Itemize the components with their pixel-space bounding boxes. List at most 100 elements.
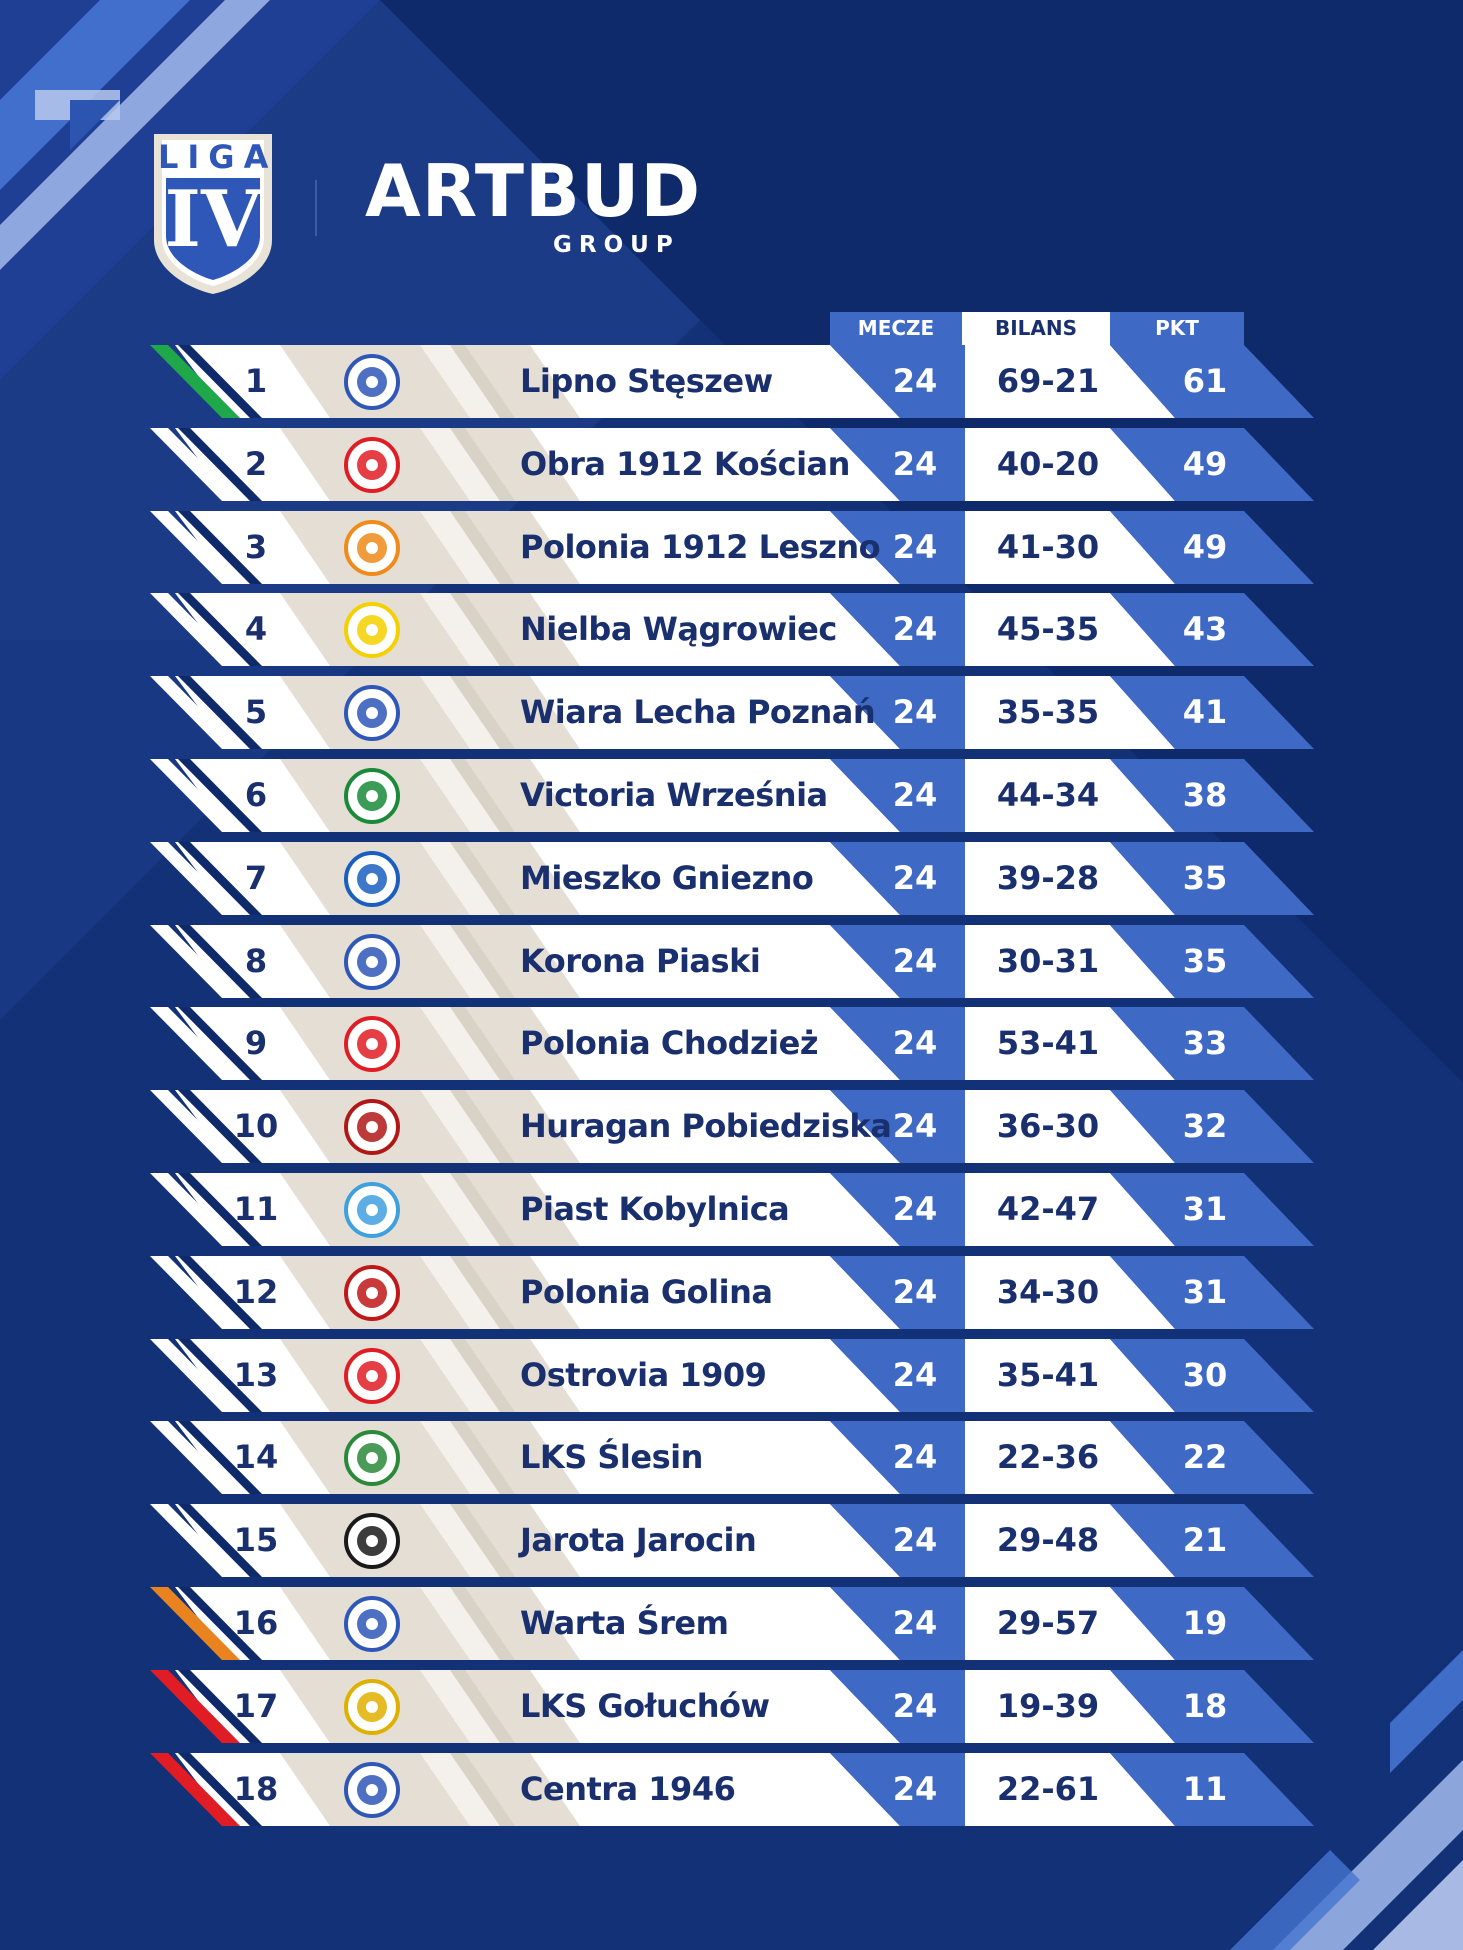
- table-row: 5 Wiara Lecha Poznań 24 35-35 41: [150, 676, 1314, 749]
- team-name: Polonia Golina: [520, 1273, 773, 1311]
- team-name: Centra 1946: [520, 1770, 736, 1808]
- points: 49: [1182, 445, 1228, 483]
- position-number: 15: [233, 1521, 279, 1559]
- points: 18: [1182, 1687, 1228, 1725]
- goal-balance: 29-48: [996, 1521, 1100, 1559]
- table-row: 2 Obra 1912 Kościan 24 40-20 49: [150, 428, 1314, 501]
- matches-played: 24: [892, 1024, 938, 1062]
- table-row: 10 Huragan Pobiedziska 24 36-30 32: [150, 1090, 1314, 1163]
- warta-crest-icon: [344, 1596, 400, 1652]
- matches-played: 24: [892, 445, 938, 483]
- goal-balance: 40-20: [996, 445, 1100, 483]
- centra-crest-icon: [344, 1762, 400, 1818]
- position-number: 1: [244, 362, 268, 400]
- matches-played: 24: [892, 1356, 938, 1394]
- matches-played: 24: [892, 1107, 938, 1145]
- polonia-leszno-crest-icon: [344, 520, 400, 576]
- team-name: LKS Ślesin: [520, 1438, 703, 1476]
- goal-balance: 19-39: [996, 1687, 1100, 1725]
- table-row: 18 Centra 1946 24 22-61 11: [150, 1753, 1314, 1826]
- position-number: 17: [233, 1687, 279, 1725]
- matches-played: 24: [892, 528, 938, 566]
- team-name: Polonia Chodzież: [520, 1024, 818, 1062]
- table-row: 16 Warta Śrem 24 29-57 19: [150, 1587, 1314, 1660]
- position-number: 7: [244, 859, 268, 897]
- position-number: 3: [244, 528, 268, 566]
- polonia-chodziez-crest-icon: [344, 1016, 400, 1072]
- matches-played: 24: [892, 776, 938, 814]
- points: 43: [1182, 610, 1228, 648]
- column-header-matches: MECZE: [830, 312, 962, 346]
- position-number: 8: [244, 942, 268, 980]
- league-badge-numeral: IV: [164, 174, 262, 265]
- obra-crest-icon: [344, 437, 400, 493]
- position-number: 12: [233, 1273, 279, 1311]
- position-number: 18: [233, 1770, 279, 1808]
- nielba-crest-icon: [344, 602, 400, 658]
- position-number: 14: [233, 1438, 279, 1476]
- goal-balance: 41-30: [996, 528, 1100, 566]
- points: 61: [1182, 362, 1228, 400]
- goal-balance: 39-28: [996, 859, 1100, 897]
- team-name: Huragan Pobiedziska: [520, 1107, 892, 1145]
- table-row: 13 Ostrovia 1909 24 35-41 30: [150, 1339, 1314, 1412]
- table-row: 9 Polonia Chodzież 24 53-41 33: [150, 1007, 1314, 1080]
- team-name: Lipno Stęszew: [520, 362, 773, 400]
- position-number: 2: [244, 445, 268, 483]
- league-badge-word: LIGA: [158, 138, 278, 176]
- ostrovia-crest-icon: [344, 1348, 400, 1404]
- position-number: 10: [233, 1107, 279, 1145]
- huragan-crest-icon: [344, 1099, 400, 1155]
- goal-balance: 29-57: [996, 1604, 1100, 1642]
- table-row: 6 Victoria Września 24 44-34 38: [150, 759, 1314, 832]
- goal-balance: 53-41: [996, 1024, 1100, 1062]
- sponsor-logo-subtitle: GROUP: [553, 232, 680, 258]
- goal-balance: 34-30: [996, 1273, 1100, 1311]
- row-background: [150, 1421, 1314, 1494]
- position-number: 5: [244, 693, 268, 731]
- sponsor-logo-text: ARTBUD: [365, 149, 702, 233]
- table-row: 12 Polonia Golina 24 34-30 31: [150, 1256, 1314, 1329]
- points: 31: [1182, 1273, 1228, 1311]
- jarota-crest-icon: [344, 1513, 400, 1569]
- table-row: 14 LKS Ślesin 24 22-36 22: [150, 1421, 1314, 1494]
- table-row: 15 Jarota Jarocin 24 29-48 21: [150, 1504, 1314, 1577]
- matches-played: 24: [892, 610, 938, 648]
- team-name: Obra 1912 Kościan: [520, 445, 850, 483]
- points: 41: [1182, 693, 1228, 731]
- goluchow-crest-icon: [344, 1679, 400, 1735]
- header-divider: [315, 180, 317, 236]
- position-number: 13: [233, 1356, 279, 1394]
- goal-balance: 69-21: [996, 362, 1100, 400]
- position-number: 9: [244, 1024, 268, 1062]
- team-name: Mieszko Gniezno: [520, 859, 814, 897]
- slesin-crest-icon: [344, 1430, 400, 1486]
- points: 22: [1182, 1438, 1228, 1476]
- table-row: 11 Piast Kobylnica 24 42-47 31: [150, 1173, 1314, 1246]
- korona-crest-icon: [344, 934, 400, 990]
- team-name: LKS Gołuchów: [520, 1687, 770, 1725]
- position-number: 6: [244, 776, 268, 814]
- table-row: 8 Korona Piaski 24 30-31 35: [150, 925, 1314, 998]
- table-row: 4 Nielba Wągrowiec 24 45-35 43: [150, 593, 1314, 666]
- matches-played: 24: [892, 1604, 938, 1642]
- points: 35: [1182, 859, 1228, 897]
- position-number: 4: [244, 610, 268, 648]
- goal-balance: 35-35: [996, 693, 1100, 731]
- points: 35: [1182, 942, 1228, 980]
- position-number: 16: [233, 1604, 279, 1642]
- table-row: 1 Lipno Stęszew 24 69-21 61: [150, 345, 1314, 418]
- table-row: 17 LKS Gołuchów 24 19-39 18: [150, 1670, 1314, 1743]
- piast-crest-icon: [344, 1182, 400, 1238]
- matches-played: 24: [892, 1438, 938, 1476]
- team-name: Ostrovia 1909: [520, 1356, 767, 1394]
- goal-balance: 45-35: [996, 610, 1100, 648]
- lipno-crest-icon: [344, 354, 400, 410]
- mieszko-crest-icon: [344, 851, 400, 907]
- matches-played: 24: [892, 1190, 938, 1228]
- matches-played: 24: [892, 362, 938, 400]
- team-name: Jarota Jarocin: [520, 1521, 757, 1559]
- team-name: Polonia 1912 Leszno: [520, 528, 881, 566]
- polonia-golina-crest-icon: [344, 1265, 400, 1321]
- matches-played: 24: [892, 1687, 938, 1725]
